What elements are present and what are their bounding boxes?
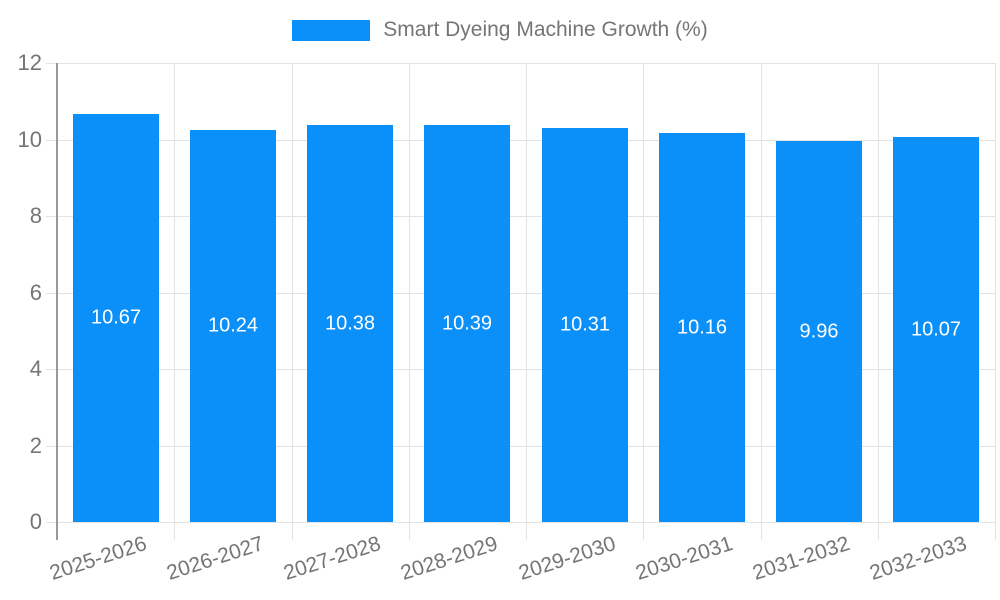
bar[interactable]: 10.31 [542, 128, 628, 522]
y-gridline [46, 140, 995, 141]
bar-value-label: 10.39 [441, 312, 493, 334]
bar-value-label: 9.96 [799, 320, 839, 342]
x-gridline [526, 63, 527, 540]
x-gridline [995, 63, 996, 540]
x-gridline [292, 63, 293, 540]
x-axis-tick-label: 2027-2028 [280, 532, 384, 585]
y-axis-tick-label: 0 [29, 509, 42, 534]
x-gridline [174, 63, 175, 540]
bar[interactable]: 10.39 [424, 125, 510, 522]
y-gridline [46, 63, 995, 64]
y-axis-tick-label: 6 [29, 280, 42, 305]
bar-value-label: 10.24 [207, 314, 259, 337]
x-axis-tick-label: 2031-2032 [749, 532, 853, 585]
bar[interactable]: 10.16 [659, 133, 745, 522]
x-gridline [761, 63, 762, 540]
bar-value-label: 10.38 [324, 312, 376, 334]
x-gridline [409, 63, 410, 540]
x-axis-tick-label: 2026-2027 [163, 532, 267, 585]
legend-swatch-icon [292, 19, 371, 41]
bar[interactable]: 10.24 [190, 130, 276, 522]
y-axis-tick-label: 4 [29, 356, 42, 381]
bar-value-label: 10.16 [676, 316, 728, 338]
bar-value-label: 10.67 [90, 306, 142, 329]
x-gridline [878, 63, 879, 540]
x-axis-tick-label: 2029-2030 [515, 532, 619, 585]
x-axis-tick-label: 2025-2026 [46, 532, 150, 585]
y-gridline [46, 293, 995, 294]
legend: Smart Dyeing Machine Growth (%) [0, 18, 1000, 42]
bar[interactable]: 10.38 [307, 125, 393, 522]
y-axis-line [56, 63, 58, 540]
y-axis-tick-label: 2 [29, 433, 42, 458]
bar[interactable]: 10.67 [73, 114, 159, 522]
bar-value-label: 10.07 [910, 318, 962, 340]
x-axis-tick-label: 2028-2029 [397, 532, 501, 585]
x-axis-tick-label: 2030-2031 [632, 532, 736, 585]
bar[interactable]: 10.07 [893, 137, 979, 522]
y-axis-tick-label: 8 [29, 203, 42, 228]
y-gridline [46, 369, 995, 370]
y-gridline [46, 216, 995, 217]
y-gridline [46, 446, 995, 447]
bar[interactable]: 9.96 [776, 141, 862, 522]
x-gridline [643, 63, 644, 540]
legend-label: Smart Dyeing Machine Growth (%) [383, 18, 708, 41]
bar-value-label: 10.31 [559, 313, 611, 336]
y-gridline [46, 522, 995, 523]
y-axis-tick-label: 12 [17, 50, 42, 75]
x-axis-tick-label: 2032-2033 [866, 532, 970, 585]
y-axis-tick-label: 10 [17, 127, 42, 152]
